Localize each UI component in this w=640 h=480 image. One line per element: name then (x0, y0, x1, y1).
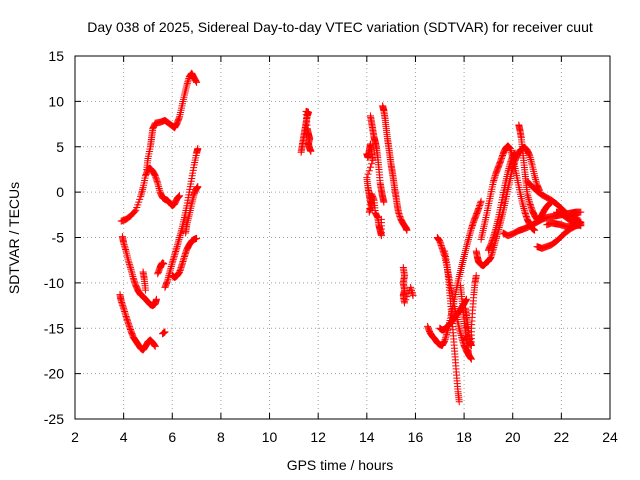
series-track-b (143, 69, 201, 173)
data-points (116, 69, 585, 406)
y-tick-label: -10 (44, 275, 64, 291)
data-point (142, 286, 150, 294)
data-point (401, 299, 409, 307)
data-point (531, 226, 539, 234)
data-point (465, 351, 473, 359)
data-point (472, 272, 480, 280)
y-tick-label: -5 (52, 230, 65, 246)
x-tick-label: 20 (505, 429, 521, 445)
data-point (567, 209, 575, 217)
series-track-a (117, 165, 184, 225)
tick-marks (74, 55, 611, 420)
x-tick-label: 6 (168, 429, 176, 445)
x-tick-label: 8 (217, 429, 225, 445)
series-track-i (168, 234, 201, 281)
series-track-ac (553, 208, 585, 230)
data-point (366, 163, 374, 171)
data-point (403, 226, 411, 234)
x-tick-label: 24 (602, 429, 618, 445)
data-point (403, 293, 411, 301)
x-tick-label: 22 (554, 429, 570, 445)
series-track-r (441, 247, 463, 406)
data-point (467, 355, 475, 363)
data-point (176, 192, 184, 200)
data-point (194, 183, 202, 191)
data-point (455, 398, 463, 406)
grid-lines (75, 56, 610, 419)
series-track-j (182, 183, 202, 237)
data-point (151, 342, 159, 350)
series-track-d (116, 291, 159, 354)
data-point (380, 198, 388, 206)
x-axis-title: GPS time / hours (287, 457, 394, 473)
data-point (193, 234, 201, 242)
y-tick-label: 15 (48, 48, 64, 64)
series-track-e (139, 268, 150, 294)
data-point (307, 147, 315, 155)
data-point (409, 292, 417, 300)
series-track-l (363, 140, 385, 240)
x-tick-label: 10 (262, 429, 278, 445)
data-point (364, 170, 372, 178)
y-axis-title: SDTVAR / TECUs (6, 182, 22, 294)
data-point (402, 296, 410, 304)
series-track-v (477, 142, 539, 243)
series-track-c (118, 233, 160, 310)
data-point (194, 145, 202, 153)
x-tick-label: 16 (408, 429, 424, 445)
series-track-n (379, 102, 411, 234)
data-point (577, 208, 585, 216)
series-track-p (424, 197, 485, 349)
data-point (193, 78, 201, 86)
data-point (368, 160, 376, 168)
series-track-s (456, 272, 480, 359)
x-tick-label: 4 (120, 429, 128, 445)
data-point (152, 295, 160, 303)
x-tick-label: 18 (456, 429, 472, 445)
data-point (568, 210, 576, 218)
series-track-o (399, 263, 417, 307)
series-track-m (366, 112, 388, 206)
series-track-g (154, 259, 168, 278)
series-track-y (515, 121, 556, 223)
data-point (161, 328, 169, 336)
data-point (365, 167, 373, 175)
series-track-k (297, 107, 315, 156)
y-tick-label: 10 (48, 93, 64, 109)
x-tick-label: 14 (359, 429, 375, 445)
y-tick-label: -20 (44, 366, 64, 382)
x-tick-labels: 2 4 6 8 10 12 14 16 18 20 22 24 (71, 429, 618, 445)
y-tick-label: -15 (44, 320, 64, 336)
series-track-h (161, 145, 202, 291)
series-track-w (484, 149, 519, 254)
data-point (463, 295, 471, 303)
chart-title: Day 038 of 2025, Sidereal Day-to-day VTE… (87, 19, 593, 35)
y-tick-label: -25 (44, 411, 64, 427)
data-point (377, 215, 385, 223)
y-tick-labels: 15 10 5 0 -5 -10 -15 -20 -25 (44, 48, 64, 427)
data-point (511, 149, 519, 157)
data-point (160, 260, 168, 268)
data-point (477, 197, 485, 205)
y-tick-label: 5 (56, 139, 64, 155)
series-track-aa (533, 221, 585, 252)
x-tick-label: 2 (71, 429, 79, 445)
series-track-f (159, 328, 169, 338)
y-tick-label: 0 (56, 184, 64, 200)
series-track-t (436, 295, 471, 334)
data-point (131, 207, 139, 215)
x-tick-label: 12 (310, 429, 326, 445)
